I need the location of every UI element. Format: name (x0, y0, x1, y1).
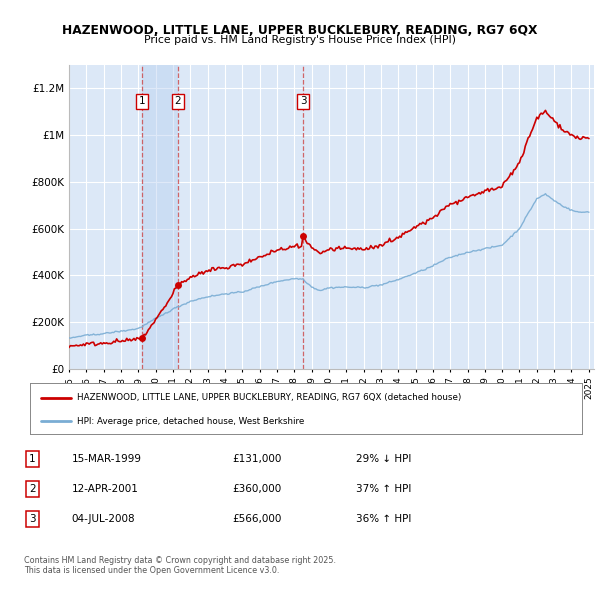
Text: 2: 2 (175, 96, 181, 106)
Text: 04-JUL-2008: 04-JUL-2008 (71, 514, 135, 525)
Text: HPI: Average price, detached house, West Berkshire: HPI: Average price, detached house, West… (77, 417, 304, 425)
Text: £131,000: £131,000 (232, 454, 281, 464)
Text: HAZENWOOD, LITTLE LANE, UPPER BUCKLEBURY, READING, RG7 6QX: HAZENWOOD, LITTLE LANE, UPPER BUCKLEBURY… (62, 24, 538, 37)
Text: 3: 3 (29, 514, 35, 525)
Text: 37% ↑ HPI: 37% ↑ HPI (356, 484, 412, 494)
Text: 36% ↑ HPI: 36% ↑ HPI (356, 514, 412, 525)
Text: £566,000: £566,000 (232, 514, 281, 525)
Text: 15-MAR-1999: 15-MAR-1999 (71, 454, 142, 464)
Text: Contains HM Land Registry data © Crown copyright and database right 2025.
This d: Contains HM Land Registry data © Crown c… (24, 556, 336, 575)
Text: 1: 1 (139, 96, 145, 106)
Text: 2: 2 (29, 484, 35, 494)
Text: 3: 3 (300, 96, 307, 106)
Text: £360,000: £360,000 (232, 484, 281, 494)
Text: HAZENWOOD, LITTLE LANE, UPPER BUCKLEBURY, READING, RG7 6QX (detached house): HAZENWOOD, LITTLE LANE, UPPER BUCKLEBURY… (77, 393, 461, 402)
Text: Price paid vs. HM Land Registry's House Price Index (HPI): Price paid vs. HM Land Registry's House … (144, 35, 456, 45)
Bar (142, 65, 178, 369)
Text: 1: 1 (29, 454, 35, 464)
Text: 12-APR-2001: 12-APR-2001 (71, 484, 139, 494)
Text: 29% ↓ HPI: 29% ↓ HPI (356, 454, 412, 464)
